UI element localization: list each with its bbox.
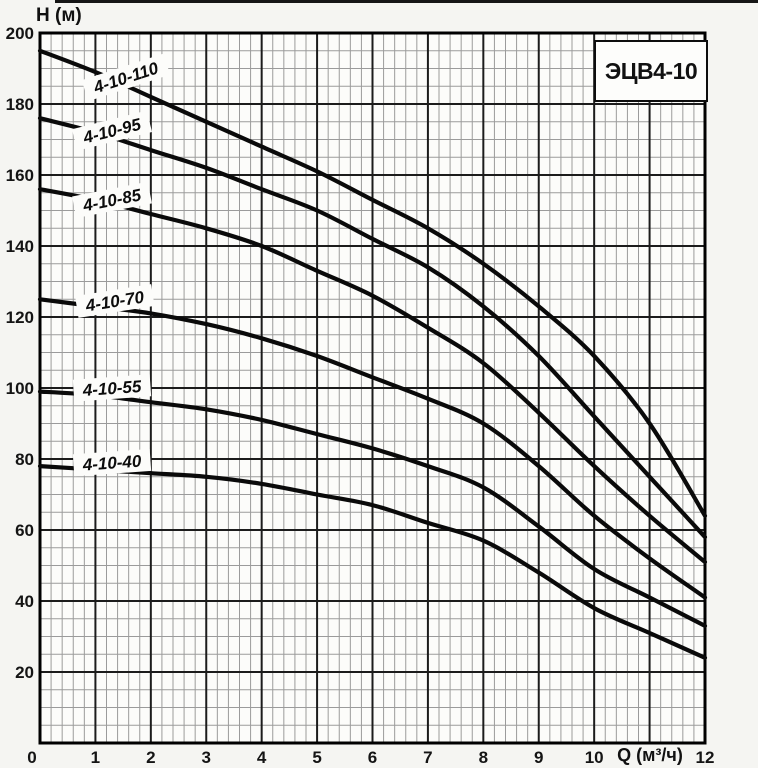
y-tick-label-160: 160 <box>6 166 34 185</box>
x-tick-label-6: 6 <box>368 748 377 767</box>
curve-4-10-110 <box>37 48 708 518</box>
curve-label-patch <box>72 181 152 219</box>
y-tick-label-140: 140 <box>6 237 34 256</box>
curve-label-group-4-10-55: 4-10-55 <box>72 374 152 402</box>
y-axis-title: H (м) <box>36 5 82 26</box>
y-tick-label-120: 120 <box>6 308 34 327</box>
x-tick-label-10: 10 <box>585 748 604 767</box>
curve-label-patch <box>75 284 155 318</box>
curve-label-group-4-10-85: 4-10-85 <box>72 181 152 219</box>
curve-4-10-85 <box>37 187 708 565</box>
curve-4-10-95 <box>37 116 708 540</box>
grid-major-layer <box>40 33 705 743</box>
curve-label-group-4-10-70: 4-10-70 <box>75 284 155 318</box>
x-tick-label-1: 1 <box>91 748 100 767</box>
scan-artifact-line <box>55 0 758 3</box>
y-tick-label-180: 180 <box>6 95 34 114</box>
x-tick-label-8: 8 <box>479 748 488 767</box>
x-tick-label-12: 12 <box>696 748 715 767</box>
curve-label-patch <box>71 110 153 151</box>
y-tick-label-200: 200 <box>6 24 34 43</box>
x-axis-title: Q (м³/ч) <box>617 745 683 765</box>
curve-label-group-4-10-40: 4-10-40 <box>72 448 152 477</box>
y-tick-label-80: 80 <box>15 450 34 469</box>
x-tick-label-9: 9 <box>534 748 543 767</box>
y-tick-label-60: 60 <box>15 521 34 540</box>
y-tick-label-20: 20 <box>15 663 34 682</box>
y-tick-label-100: 100 <box>6 379 34 398</box>
curve-label-4-10-55: 4-10-55 <box>81 377 142 400</box>
plot-frame <box>38 31 707 745</box>
curve-4-10-55 <box>37 389 708 628</box>
curve-label-4-10-40: 4-10-40 <box>81 452 142 475</box>
curve-label-patch <box>81 53 171 102</box>
curve-label-patch <box>72 374 152 402</box>
x-tick-label-0: 0 <box>27 748 36 767</box>
x-tick-label-3: 3 <box>202 748 211 767</box>
curve-4-10-40 <box>37 464 708 660</box>
curve-4-10-70 <box>37 297 708 600</box>
curve-label-patch <box>72 448 152 477</box>
pump-model-title-box: ЭЦВ4-10 <box>594 40 708 102</box>
x-tick-label-4: 4 <box>257 748 267 767</box>
y-tick-label-40: 40 <box>15 592 34 611</box>
x-tick-label-7: 7 <box>423 748 432 767</box>
x-tick-label-2: 2 <box>146 748 155 767</box>
x-tick-label-5: 5 <box>312 748 321 767</box>
